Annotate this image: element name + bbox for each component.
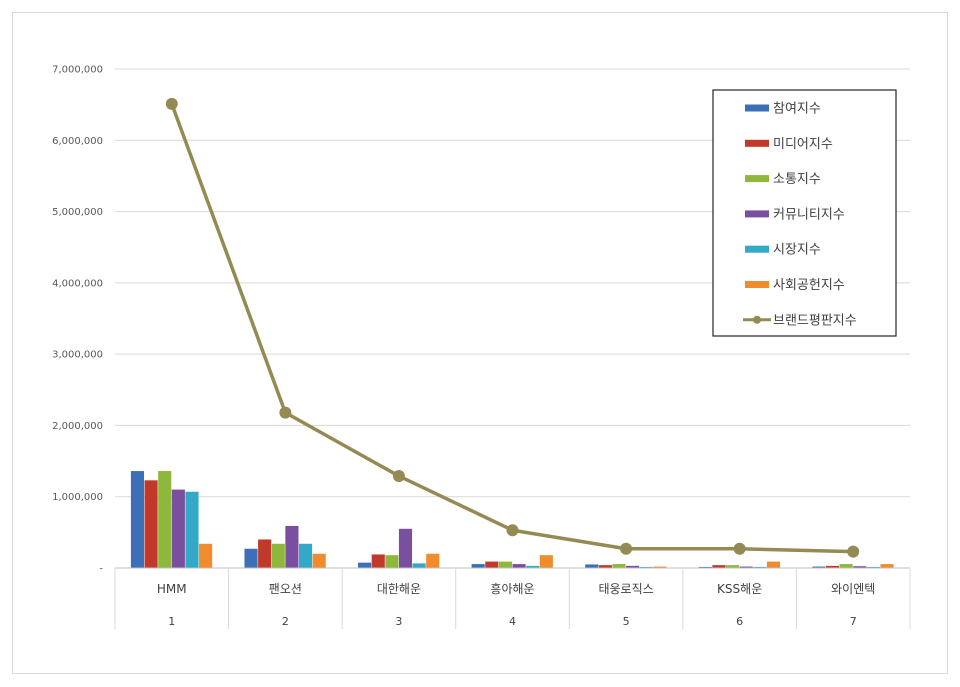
bar-미디어지수: [485, 561, 499, 568]
bar-미디어지수: [712, 565, 726, 568]
bar-커뮤니티지수: [626, 565, 640, 568]
bar-미디어지수: [598, 565, 612, 568]
x-category-label: 와이엔텍: [831, 582, 875, 596]
line-marker: [506, 524, 519, 537]
x-rank-label: 4: [509, 615, 516, 628]
bar-시장지수: [526, 565, 540, 568]
bar-커뮤니티지수: [398, 528, 413, 568]
bar-사회공헌지수: [766, 561, 781, 568]
legend-label: 사회공헌지수: [773, 278, 845, 293]
legend-label: 시장지수: [773, 243, 821, 258]
bar-소통지수: [839, 564, 853, 568]
legend-label: 소통지수: [773, 172, 821, 187]
bar-커뮤니티지수: [853, 566, 867, 568]
x-axis: HMM 1 팬오션 2 대한해운 3 흥아해운 4 태웅로직스 5 KSS해운 6 와이엔텍 7: [114, 567, 911, 629]
bar-커뮤니티지수: [512, 564, 526, 568]
bar-소통지수: [271, 543, 285, 568]
y-tick-label: 7,000,000: [52, 65, 103, 76]
y-tick-label: 6,000,000: [52, 136, 103, 147]
bar-시장지수: [412, 563, 426, 568]
bar-참여지수: [812, 566, 826, 568]
legend-swatch: [745, 281, 769, 288]
y-tick-label: 5,000,000: [52, 207, 103, 218]
legend-swatch: [745, 104, 769, 112]
y-tick-label: 4,000,000: [52, 278, 103, 289]
x-rank-label: 3: [395, 615, 402, 628]
bar-사회공헌지수: [539, 555, 553, 568]
x-category-label: 태웅로직스: [598, 582, 653, 596]
chart-svg: - 1,000,000 2,000,000 3,000,000 4,000,000 5,0…: [52, 65, 911, 629]
legend-label: 커뮤니티지수: [773, 207, 845, 222]
bar-사회공헌지수: [426, 553, 440, 568]
bar-사회공헌지수: [199, 543, 213, 568]
bar-참여지수: [471, 564, 485, 568]
bar-미디어지수: [825, 565, 840, 568]
x-category-label: 대한해운: [377, 582, 421, 596]
bar-시장지수: [185, 491, 199, 568]
bar-커뮤니티지수: [171, 489, 185, 568]
bar-참여지수: [698, 566, 712, 568]
x-rank-label: 1: [168, 615, 175, 628]
bar-사회공헌지수: [880, 564, 894, 568]
bar-커뮤니티지수: [739, 566, 753, 568]
bar-시장지수: [753, 566, 767, 568]
line-marker: [279, 406, 292, 419]
brand-index-line: [165, 97, 860, 558]
legend-label: 미디어지수: [773, 137, 833, 152]
chart-frame: - 1,000,000 2,000,000 3,000,000 4,000,000 5,0…: [12, 12, 948, 674]
x-rank-label: 2: [282, 615, 289, 628]
bar-소통지수: [385, 555, 399, 568]
bar-참여지수: [244, 548, 258, 568]
bar-소통지수: [612, 564, 626, 568]
x-category-label: 팬오션: [269, 582, 302, 596]
x-category-label: HMM: [157, 582, 187, 596]
y-tick-label: 1,000,000: [52, 492, 103, 503]
legend-marker: [753, 315, 761, 324]
x-category-label: KSS해운: [717, 582, 762, 596]
legend-swatch: [745, 139, 769, 147]
bar-시장지수: [298, 543, 313, 568]
legend-label: 참여지수: [773, 102, 821, 117]
grid-lines: [115, 68, 910, 569]
legend-swatch: [745, 210, 769, 218]
line-marker: [733, 542, 746, 555]
legend-swatch: [745, 245, 769, 253]
bar-사회공헌지수: [312, 553, 326, 568]
legend-label: 브랜드평판지수: [773, 313, 857, 328]
x-category-label: 흥아해운: [490, 582, 534, 596]
x-rank-label: 6: [736, 615, 743, 628]
bar-미디어지수: [144, 480, 158, 568]
y-tick-label: -: [99, 564, 103, 575]
line-marker: [165, 97, 178, 110]
bar-커뮤니티지수: [285, 525, 299, 568]
x-rank-label: 7: [850, 615, 857, 628]
legend-swatch: [745, 175, 769, 183]
bar-소통지수: [498, 561, 512, 568]
bar-시장지수: [639, 566, 653, 568]
y-axis-ticks: - 1,000,000 2,000,000 3,000,000 4,000,000 5,0…: [52, 65, 103, 575]
bars: [130, 471, 894, 568]
bar-미디어지수: [258, 539, 272, 568]
legend-box: [712, 89, 897, 337]
bar-소통지수: [158, 471, 172, 568]
bar-참여지수: [585, 564, 599, 568]
bar-시장지수: [866, 566, 880, 568]
line-marker: [620, 542, 633, 555]
line-marker: [392, 470, 405, 483]
line-marker: [847, 545, 860, 558]
y-tick-label: 2,000,000: [52, 421, 103, 432]
bar-참여지수: [130, 471, 145, 568]
bar-미디어지수: [371, 554, 385, 568]
bar-소통지수: [726, 565, 740, 568]
bar-참여지수: [358, 562, 372, 568]
y-tick-label: 3,000,000: [52, 350, 103, 361]
bar-사회공헌지수: [653, 566, 667, 568]
x-rank-label: 5: [623, 615, 630, 628]
